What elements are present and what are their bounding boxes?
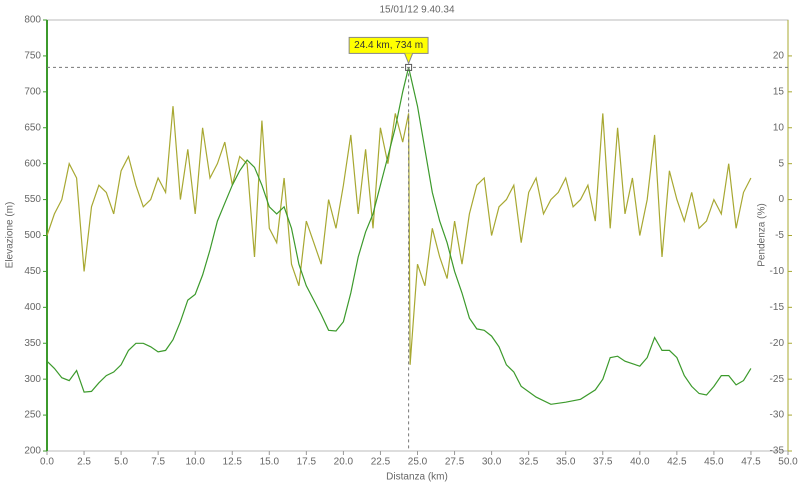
x-tick-label: 30.0 bbox=[482, 457, 502, 468]
x-tick-label: 17.5 bbox=[297, 457, 317, 468]
y2-tick-label: -20 bbox=[770, 338, 785, 349]
x-tick-label: 7.5 bbox=[151, 457, 165, 468]
annotation-label: 24.4 km, 734 m bbox=[354, 40, 423, 51]
x-tick-label: 25.0 bbox=[408, 457, 428, 468]
x-tick-label: 35.0 bbox=[556, 457, 576, 468]
x-tick-label: 50.0 bbox=[778, 457, 798, 468]
chart-title: 15/01/12 9.40.34 bbox=[379, 5, 455, 16]
x-tick-label: 40.0 bbox=[630, 457, 650, 468]
x-tick-label: 22.5 bbox=[371, 457, 391, 468]
annotation-pointer bbox=[404, 53, 414, 65]
annotation: 24.4 km, 734 m bbox=[348, 36, 429, 65]
y-tick-label: 500 bbox=[24, 230, 41, 241]
x-tick-label: 20.0 bbox=[334, 457, 354, 468]
y-tick-label: 350 bbox=[24, 338, 41, 349]
x-tick-label: 27.5 bbox=[445, 457, 465, 468]
x-tick-label: 47.5 bbox=[741, 457, 761, 468]
y2-axis-label: Pendenza (%) bbox=[757, 203, 768, 266]
x-tick-label: 45.0 bbox=[704, 457, 724, 468]
series-line bbox=[46, 67, 752, 405]
y2-tick-label: 5 bbox=[778, 158, 784, 169]
x-tick-label: 2.5 bbox=[77, 457, 91, 468]
x-tick-label: 0.0 bbox=[40, 457, 54, 468]
y-tick-label: 200 bbox=[24, 446, 41, 457]
y-tick-label: 550 bbox=[24, 194, 41, 205]
y2-tick-label: -30 bbox=[770, 410, 785, 421]
y-tick-label: 600 bbox=[24, 158, 41, 169]
y2-tick-label: -35 bbox=[770, 446, 785, 457]
y2-tick-label: -10 bbox=[770, 266, 785, 277]
x-tick-label: 37.5 bbox=[593, 457, 613, 468]
y2-tick-label: 10 bbox=[773, 122, 785, 133]
series-line bbox=[46, 106, 752, 365]
y2-tick-label: -5 bbox=[775, 230, 784, 241]
x-tick-label: 5.0 bbox=[114, 457, 128, 468]
y-tick-label: 650 bbox=[24, 122, 41, 133]
y-tick-label: 700 bbox=[24, 86, 41, 97]
y-tick-label: 750 bbox=[24, 51, 41, 62]
y-tick-label: 800 bbox=[24, 15, 41, 26]
y2-tick-label: 20 bbox=[773, 51, 785, 62]
y-tick-label: 300 bbox=[24, 374, 41, 385]
y-tick-label: 400 bbox=[24, 302, 41, 313]
x-tick-label: 42.5 bbox=[667, 457, 687, 468]
y-tick-label: 450 bbox=[24, 266, 41, 277]
y-axis-label: Elevazione (m) bbox=[5, 202, 16, 269]
y2-tick-label: 0 bbox=[778, 194, 784, 205]
annotation-box bbox=[348, 36, 429, 54]
y-tick-label: 250 bbox=[24, 410, 41, 421]
x-axis-label: Distanza (km) bbox=[386, 472, 448, 483]
x-tick-label: 15.0 bbox=[260, 457, 280, 468]
x-tick-label: 10.0 bbox=[185, 457, 205, 468]
x-tick-label: 12.5 bbox=[223, 457, 243, 468]
y2-tick-label: -15 bbox=[770, 302, 785, 313]
y2-tick-label: 15 bbox=[773, 86, 785, 97]
x-tick-label: 32.5 bbox=[519, 457, 539, 468]
y2-tick-label: -25 bbox=[770, 374, 785, 385]
